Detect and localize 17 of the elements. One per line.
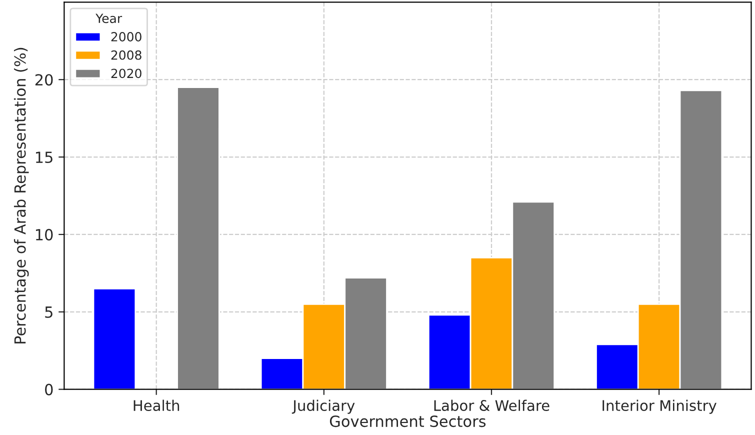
y-tick-label: 5 [45, 306, 52, 318]
y-axis-title: Percentage of Arab Representation (%) [14, 48, 29, 344]
x-tick-label: Health [134, 400, 180, 412]
legend-label: 2008 [111, 50, 142, 60]
x-tick-label: Judiciary [292, 400, 355, 414]
y-tick-label: 20 [35, 74, 53, 86]
x-tick-label: Interior Ministry [602, 400, 716, 414]
x-tick-label: Labor & Welfare [434, 400, 550, 412]
y-tick-label: 15 [36, 152, 52, 164]
bar [92, 288, 136, 390]
y-tick-label: 0 [45, 384, 53, 396]
legend-title: Year [96, 14, 122, 24]
bar [176, 86, 220, 390]
y-tick-label: 10 [36, 228, 53, 240]
legend-label: 2020 [111, 68, 142, 78]
legend-label: 2000 [111, 32, 142, 42]
x-axis-title: Government Sectors [330, 416, 486, 428]
